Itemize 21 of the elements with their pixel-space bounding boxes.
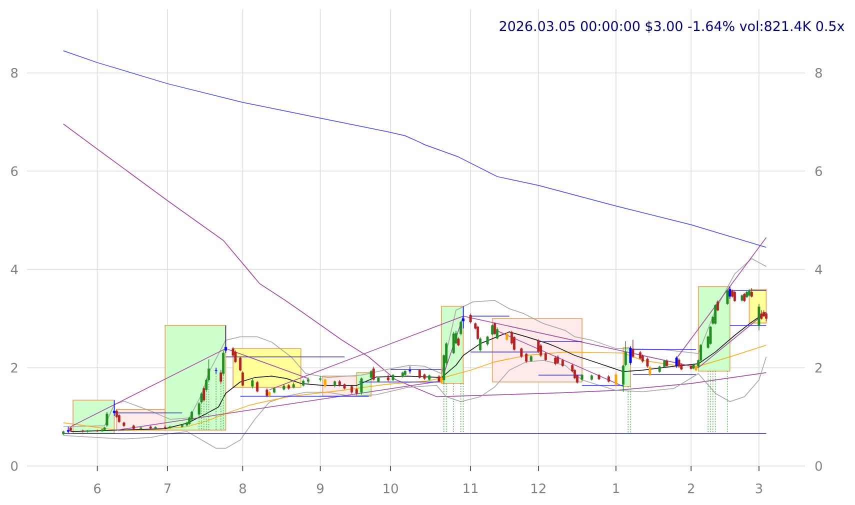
y-tick-label: 6 — [11, 166, 18, 176]
x-tick-label: 8 — [239, 484, 246, 494]
x-tick-label: 6 — [94, 484, 101, 494]
y2-tick-label: 4 — [815, 264, 822, 274]
y-tick-label: 4 — [10, 264, 18, 274]
y2-tick-label: 6 — [815, 166, 822, 176]
x-tick-label: 1 — [613, 484, 619, 493]
x-tick-label: 12 — [532, 484, 546, 494]
x-tick-label: 10 — [384, 484, 398, 494]
text: 2026.03.05 00:00:00 $3.00 -1.64% vol:821.4K 0.5x — [500, 20, 844, 33]
y-tick-label: 0 — [11, 461, 18, 471]
y2-tick-label: 2 — [815, 362, 822, 373]
x-tick-label: 7 — [164, 484, 171, 493]
x-tick-label: 3 — [756, 484, 762, 494]
x-tick-label: 11 — [464, 484, 478, 493]
x-tick-label: 2 — [688, 484, 694, 494]
x-tick-label: 9 — [316, 484, 324, 494]
y-tick-label: 8 — [11, 68, 18, 78]
y-tick-label: 2 — [11, 362, 18, 373]
y2-tick-label: 0 — [815, 461, 822, 471]
y2-tick-label: 8 — [815, 68, 822, 78]
